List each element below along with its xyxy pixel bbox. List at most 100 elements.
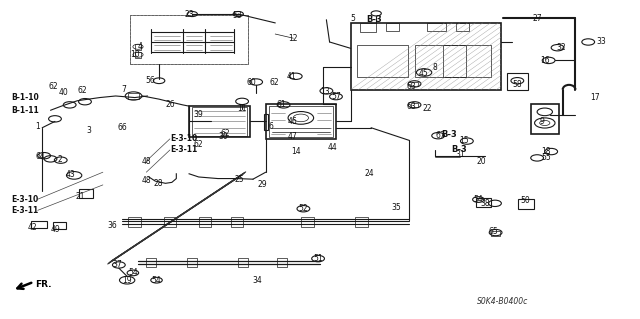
Text: 62: 62 bbox=[77, 86, 87, 95]
Bar bbox=[301, 217, 314, 227]
Text: 45: 45 bbox=[419, 69, 428, 78]
Text: 8: 8 bbox=[433, 63, 437, 72]
Text: 30: 30 bbox=[218, 132, 228, 141]
Text: 12: 12 bbox=[289, 34, 298, 43]
Bar bbox=[129, 217, 141, 227]
Text: 19: 19 bbox=[122, 276, 132, 285]
Bar bbox=[415, 45, 466, 77]
Text: 1: 1 bbox=[35, 122, 40, 131]
Text: E-3-11: E-3-11 bbox=[12, 206, 39, 215]
Text: 62: 62 bbox=[49, 82, 58, 91]
Text: 32: 32 bbox=[557, 43, 566, 52]
Text: 56: 56 bbox=[145, 76, 155, 85]
Bar bbox=[360, 23, 376, 33]
Bar bbox=[129, 93, 139, 99]
Text: 64: 64 bbox=[35, 152, 45, 161]
Text: B-1-10: B-1-10 bbox=[12, 93, 39, 102]
Text: 27: 27 bbox=[532, 14, 542, 23]
Text: 48: 48 bbox=[141, 157, 151, 166]
Text: 21: 21 bbox=[75, 191, 84, 201]
Text: 24: 24 bbox=[365, 169, 374, 178]
Text: 10: 10 bbox=[130, 50, 140, 59]
Text: B-1-11: B-1-11 bbox=[12, 106, 39, 115]
Text: 28: 28 bbox=[154, 179, 163, 188]
Bar bbox=[476, 197, 490, 206]
Text: 63: 63 bbox=[406, 82, 416, 91]
Text: 62: 62 bbox=[194, 140, 204, 149]
Bar bbox=[355, 217, 368, 227]
Text: 31: 31 bbox=[456, 150, 465, 159]
Text: 51: 51 bbox=[313, 254, 323, 263]
Text: 61: 61 bbox=[277, 100, 287, 109]
Text: 43: 43 bbox=[66, 170, 76, 179]
Text: 15: 15 bbox=[460, 136, 469, 145]
Text: 37: 37 bbox=[112, 260, 122, 270]
Text: 4: 4 bbox=[138, 42, 142, 51]
Text: 20: 20 bbox=[477, 157, 486, 166]
Bar bbox=[164, 217, 176, 227]
Text: 11: 11 bbox=[237, 104, 247, 113]
Text: 23: 23 bbox=[184, 11, 194, 19]
Text: 14: 14 bbox=[291, 147, 301, 156]
Bar bbox=[238, 258, 248, 267]
Text: 25: 25 bbox=[235, 175, 244, 184]
Text: 38: 38 bbox=[480, 199, 490, 208]
Bar bbox=[130, 15, 248, 64]
Text: E-3-10: E-3-10 bbox=[170, 134, 197, 143]
Text: 39: 39 bbox=[194, 110, 204, 119]
Text: 36: 36 bbox=[108, 221, 117, 230]
Bar bbox=[189, 106, 250, 137]
Bar bbox=[412, 103, 418, 107]
Text: 16: 16 bbox=[540, 56, 550, 65]
Text: 62: 62 bbox=[269, 78, 279, 87]
Text: 54: 54 bbox=[128, 268, 138, 278]
Text: 62: 62 bbox=[221, 129, 230, 138]
Text: 5: 5 bbox=[350, 14, 355, 23]
Text: 3: 3 bbox=[86, 126, 92, 135]
Text: 60: 60 bbox=[246, 78, 256, 87]
Bar bbox=[531, 104, 559, 134]
Bar bbox=[412, 82, 418, 86]
Text: 53: 53 bbox=[232, 11, 242, 20]
Text: 42: 42 bbox=[28, 223, 37, 232]
Bar bbox=[31, 221, 47, 228]
Bar bbox=[428, 23, 447, 31]
Bar bbox=[456, 23, 468, 31]
Bar bbox=[276, 258, 287, 267]
Text: 54: 54 bbox=[152, 276, 161, 285]
Text: 55: 55 bbox=[542, 153, 552, 162]
Text: 44: 44 bbox=[328, 143, 338, 152]
Bar bbox=[507, 73, 527, 90]
Text: 52: 52 bbox=[299, 204, 308, 213]
Bar bbox=[135, 51, 141, 58]
Text: 35: 35 bbox=[392, 203, 401, 212]
Text: 67: 67 bbox=[435, 131, 445, 140]
Text: 17: 17 bbox=[590, 93, 600, 102]
Bar bbox=[192, 107, 246, 136]
Text: 9: 9 bbox=[539, 117, 544, 126]
Text: B-3: B-3 bbox=[366, 15, 381, 24]
Text: B-3: B-3 bbox=[452, 145, 467, 154]
Bar bbox=[198, 217, 211, 227]
Text: 34: 34 bbox=[253, 276, 262, 285]
Text: 57: 57 bbox=[332, 92, 342, 101]
Bar bbox=[518, 198, 534, 209]
Text: 66: 66 bbox=[117, 122, 127, 132]
Text: S0K4-B0400c: S0K4-B0400c bbox=[476, 297, 528, 306]
Bar bbox=[230, 217, 243, 227]
Text: 46: 46 bbox=[287, 116, 298, 126]
Bar bbox=[53, 222, 66, 229]
Text: 54: 54 bbox=[474, 195, 483, 204]
Bar bbox=[491, 231, 500, 236]
Text: E-3-10: E-3-10 bbox=[12, 195, 39, 204]
Bar bbox=[266, 104, 336, 139]
Text: 29: 29 bbox=[258, 181, 268, 189]
Bar bbox=[357, 45, 408, 77]
Text: 65: 65 bbox=[489, 227, 499, 236]
Text: B-3: B-3 bbox=[442, 130, 457, 138]
Text: 13: 13 bbox=[320, 87, 330, 96]
Text: 7: 7 bbox=[121, 85, 125, 94]
Bar bbox=[386, 23, 399, 31]
Bar bbox=[264, 115, 268, 130]
Bar bbox=[351, 23, 500, 90]
